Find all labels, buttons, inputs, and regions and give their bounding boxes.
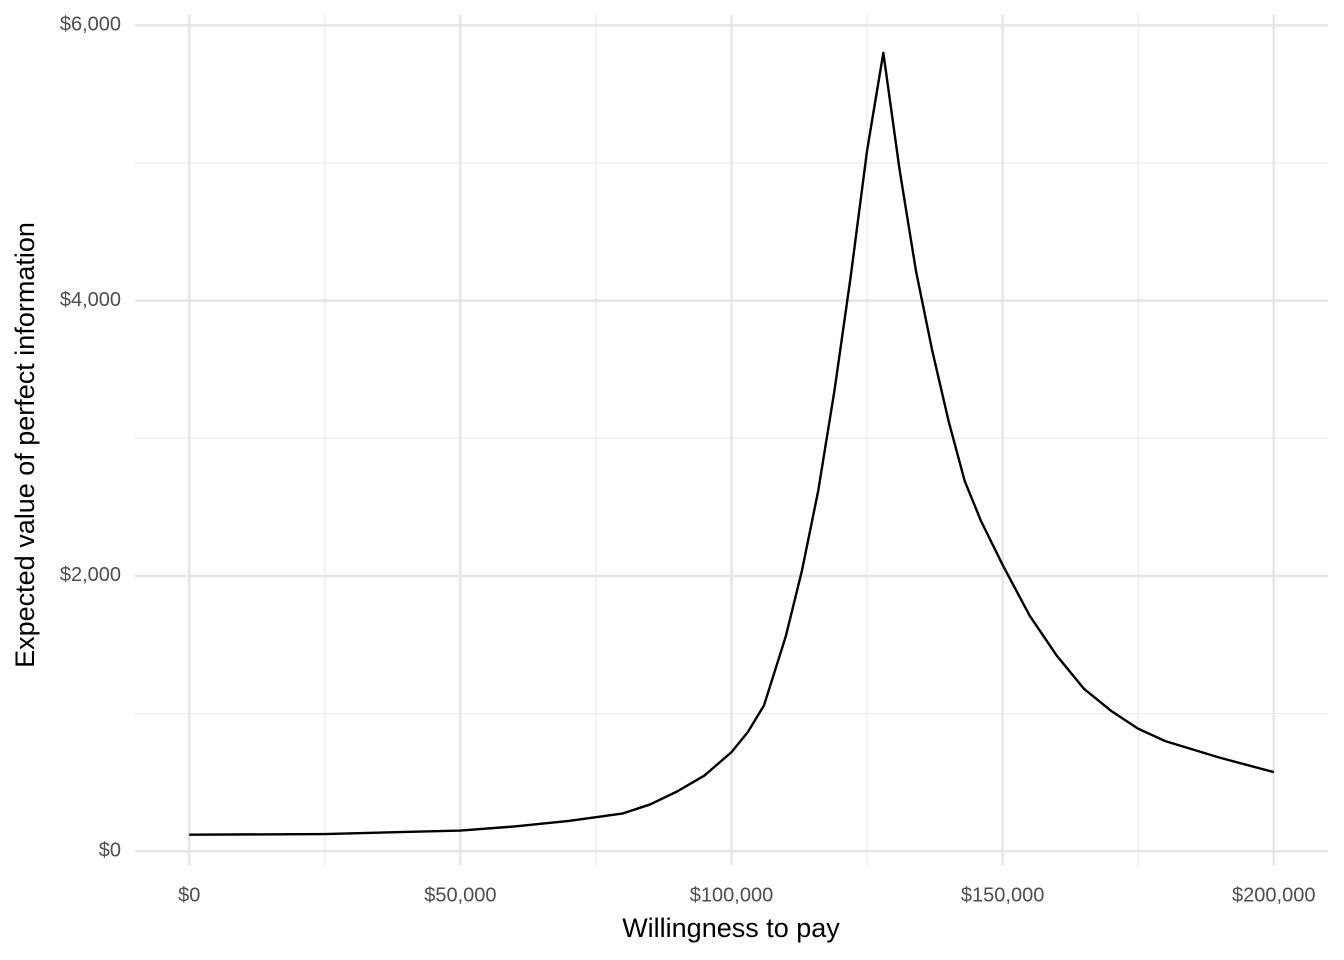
- x-tick-label: $200,000: [1232, 884, 1315, 906]
- y-tick-label: $6,000: [60, 14, 121, 36]
- y-tick-label: $4,000: [60, 289, 121, 311]
- line: [189, 51, 1275, 836]
- x-axis-title: Willingness to pay: [622, 913, 840, 943]
- y-axis-title: Expected value of perfect information: [10, 222, 40, 668]
- x-tick-label: $100,000: [690, 884, 773, 906]
- x-tick-label: $50,000: [424, 884, 496, 906]
- y-tick-label: $2,000: [60, 564, 121, 586]
- x-tick-label: $0: [178, 884, 200, 906]
- y-tick-label: $0: [99, 840, 121, 862]
- x-tick-label: $150,000: [961, 884, 1044, 906]
